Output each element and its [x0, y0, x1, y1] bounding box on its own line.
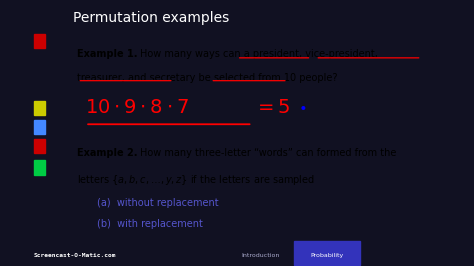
Bar — [34, 34, 45, 48]
Text: letters $\{a, b, c, \ldots, y, z\}$ if the letters are sampled: letters $\{a, b, c, \ldots, y, z\}$ if t… — [77, 173, 315, 187]
Bar — [34, 101, 45, 115]
Text: Permutation examples: Permutation examples — [73, 11, 230, 24]
Text: treasurer, and secretary be selected from 10 people?: treasurer, and secretary be selected fro… — [77, 73, 338, 84]
Text: Introduction: Introduction — [242, 253, 280, 258]
Text: Example 2.: Example 2. — [77, 148, 138, 158]
Bar — [294, 241, 360, 265]
Text: How many ways can a president, vice-president,: How many ways can a president, vice-pres… — [140, 48, 378, 59]
Text: Example 1.: Example 1. — [77, 48, 138, 59]
Bar — [34, 160, 45, 175]
Bar — [34, 139, 45, 153]
Text: $\mathit{=5}$: $\mathit{=5}$ — [255, 98, 291, 117]
Text: $\mathit{10 \cdot 9 \cdot 8 \cdot 7}$: $\mathit{10 \cdot 9 \cdot 8 \cdot 7}$ — [85, 98, 189, 117]
Text: How many three-letter “words” can formed from the: How many three-letter “words” can formed… — [140, 148, 397, 158]
Text: (b)  with replacement: (b) with replacement — [97, 219, 203, 229]
Text: Screencast-O-Matic.com: Screencast-O-Matic.com — [33, 253, 116, 258]
Text: (a)  without replacement: (a) without replacement — [97, 198, 219, 208]
Text: $\bullet$: $\bullet$ — [298, 99, 306, 113]
Text: Probability: Probability — [310, 253, 344, 258]
Bar — [34, 120, 45, 134]
